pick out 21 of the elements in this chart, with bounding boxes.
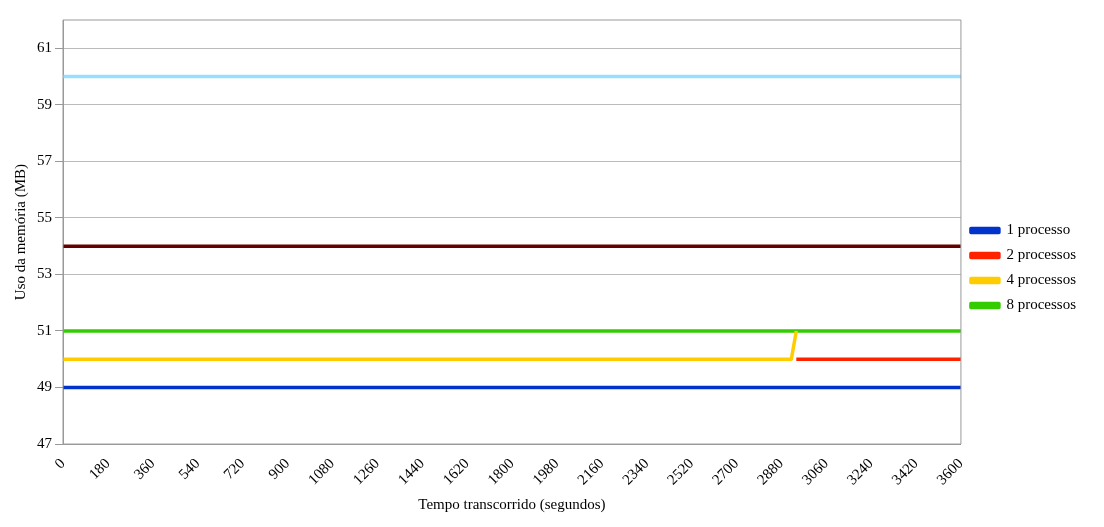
legend-label: 8 processos (1006, 296, 1077, 313)
x-tick-label: 720 (220, 455, 248, 483)
legend-label: 2 processos (1006, 246, 1077, 263)
x-tick-label: 900 (265, 455, 293, 483)
y-tick-label: 55 (37, 208, 52, 225)
x-tick-label: 180 (85, 455, 113, 483)
x-tick-label: 1080 (304, 455, 338, 488)
x-tick-label: 0 (51, 455, 68, 472)
y-tick-label: 53 (37, 265, 52, 282)
y-tick-label: 61 (37, 39, 52, 56)
y-tick-label: 51 (37, 321, 52, 338)
x-axis-title: Tempo transcorrido (segundos) (418, 495, 606, 513)
legend-label: 4 processos (1006, 271, 1077, 288)
legend-label: 1 processo (1006, 221, 1071, 238)
y-axis-title: Uso da memória (MB) (11, 163, 29, 301)
y-tick-label: 57 (37, 152, 53, 169)
y-tick-label: 59 (37, 95, 52, 112)
x-tick-label: 360 (130, 455, 158, 483)
y-tick-label: 49 (37, 378, 52, 395)
y-tick-label: 47 (37, 435, 53, 451)
x-tick-label: 540 (175, 455, 203, 483)
